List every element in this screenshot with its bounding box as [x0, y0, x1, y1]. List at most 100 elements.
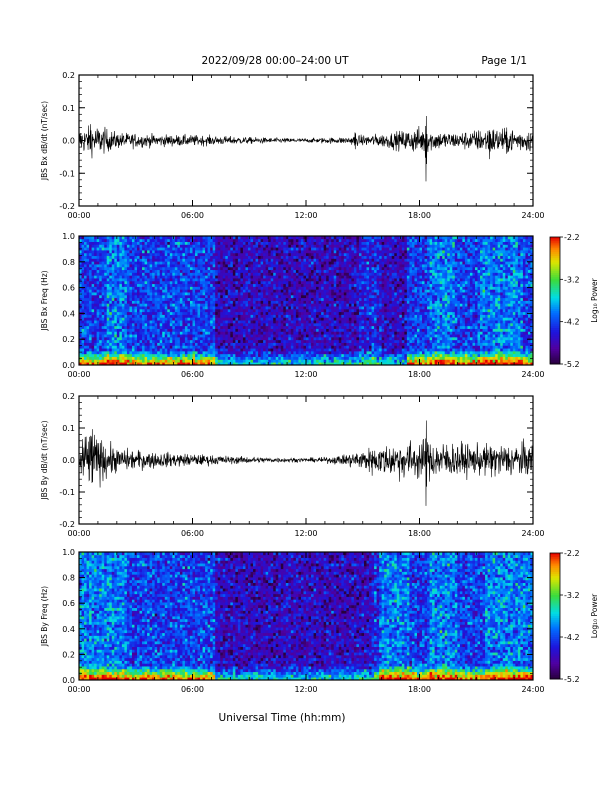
spectrogram-cell [89, 317, 93, 321]
spectrogram-cell [288, 322, 292, 327]
spectrogram-cell [308, 255, 312, 259]
spectrogram-cell [250, 241, 254, 245]
spectrogram-cell [336, 264, 340, 268]
spectrogram-cell [179, 261, 183, 265]
spectrogram-cell [86, 255, 90, 259]
spectrogram-cell [167, 336, 171, 341]
spectrogram-cell [295, 278, 299, 282]
spectrogram-cell [174, 286, 178, 290]
spectrogram-cell [341, 238, 345, 242]
spectrogram-cell [222, 294, 226, 299]
spectrogram-cell [250, 311, 254, 315]
spectrogram-cell [265, 294, 269, 299]
spectrogram-cell [81, 264, 85, 268]
spectrogram-cell [255, 278, 259, 282]
spectrogram-cell [79, 350, 82, 355]
spectrogram-cell [182, 264, 186, 268]
spectrogram-cell [202, 244, 206, 248]
spectrogram-cell [293, 322, 297, 327]
spectrogram-cell [106, 278, 110, 282]
spectrogram-cell [99, 241, 103, 245]
spectrogram-cell [278, 258, 282, 262]
spectrogram-cell [308, 289, 312, 293]
spectrogram-cell [126, 303, 130, 307]
spectrogram-cell [114, 314, 118, 318]
spectrogram-cell [137, 275, 140, 279]
spectrogram-cell [111, 362, 115, 366]
page-indicator: Page 1/1 [481, 55, 527, 67]
spectrogram-cell [237, 286, 241, 290]
spectrogram-cell [303, 342, 307, 346]
spectrogram-cell [328, 289, 332, 293]
spectrogram-cell [162, 264, 166, 268]
spectrogram-cell [258, 359, 261, 363]
spectrogram-cell [184, 348, 188, 352]
spectrogram-cell [91, 269, 95, 273]
spectrogram-cell [114, 292, 118, 296]
spectrogram-cell [119, 266, 123, 271]
spectrogram-cell [114, 303, 118, 307]
spectrogram-cell [167, 294, 171, 299]
spectrogram-cell [245, 320, 249, 324]
spectrogram-cell [84, 261, 87, 265]
spectrogram-cell [159, 241, 163, 245]
spectrogram-cell [298, 250, 302, 254]
spectrogram-cell [124, 269, 128, 273]
spectrogram-cell [106, 317, 110, 321]
spectrogram-cell [79, 320, 82, 324]
spectrogram-cell [137, 292, 140, 296]
spectrogram-cell [202, 353, 206, 357]
spectrogram-cell [187, 269, 191, 273]
spectrogram-cell [179, 300, 183, 304]
spectrogram-cell [321, 331, 325, 335]
spectrogram-cell [298, 247, 302, 251]
spectrogram-cell [192, 362, 196, 366]
spectrogram-cell [101, 345, 105, 349]
spectrogram-cell [235, 236, 239, 240]
spectrogram-cell [298, 294, 302, 299]
spectrogram-cell [174, 348, 178, 352]
spectrogram-cell [343, 258, 347, 262]
spectrogram-cell [212, 300, 216, 304]
spectrogram-cell [295, 328, 299, 332]
spectrogram-cell [202, 331, 206, 335]
spectrogram-cell [114, 308, 118, 313]
spectrogram-cell [79, 328, 82, 332]
spectrogram-cell [79, 342, 82, 346]
spectrogram-cell [167, 356, 171, 360]
spectrogram-cell [154, 294, 158, 299]
spectrogram-cell [255, 244, 259, 248]
spectrogram-cell [202, 278, 206, 282]
spectrogram-cell [306, 334, 309, 338]
spectrogram-cell [258, 269, 261, 273]
spectrogram-cell [167, 238, 171, 242]
spectrogram-cell [263, 238, 267, 242]
spectrogram-cell [235, 269, 239, 273]
spectrogram-cell [167, 280, 171, 285]
spectrogram-cell [119, 264, 123, 268]
spectrogram-cell [172, 278, 176, 282]
spectrogram-cell [164, 294, 168, 299]
spectrogram-cell [210, 336, 214, 341]
spectrogram-cell [99, 238, 103, 242]
spectrogram-cell [81, 266, 85, 271]
spectrogram-cell [149, 238, 153, 242]
spectrogram-cell [323, 283, 327, 287]
spectrogram-cell [147, 261, 151, 265]
spectrogram-cell [242, 359, 246, 363]
spectrogram-cell [172, 264, 176, 268]
spectrogram-cell [131, 264, 135, 268]
spectrogram-cell [230, 350, 234, 355]
spectrogram-cell [89, 280, 93, 285]
spectrogram-cell [116, 336, 120, 341]
spectrogram-cell [338, 294, 342, 299]
spectrogram-cell [235, 241, 239, 245]
spectrogram-cell [195, 336, 198, 341]
spectrogram-cell [126, 336, 130, 341]
spectrogram-cell [341, 261, 345, 265]
spectrogram-cell [245, 297, 249, 301]
spectrogram-cell [197, 345, 201, 349]
spectrogram-cell [210, 250, 214, 254]
spectrogram-cell [265, 320, 269, 324]
spectrogram-cell [242, 241, 246, 245]
